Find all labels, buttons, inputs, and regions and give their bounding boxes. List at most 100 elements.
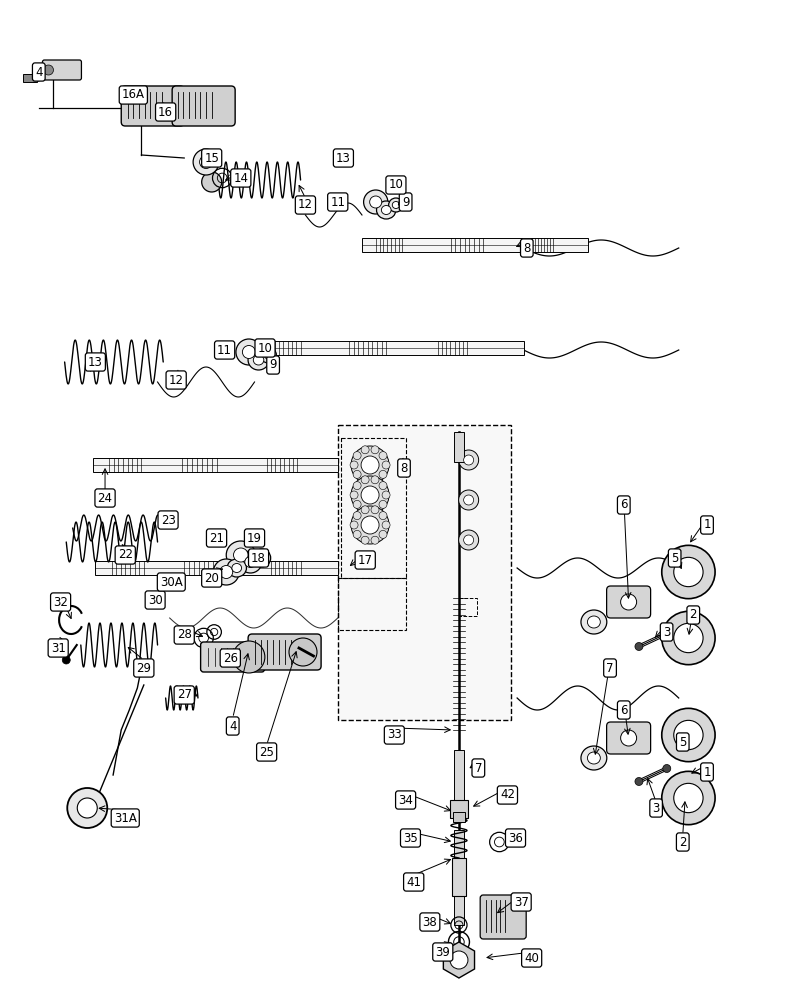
Circle shape: [371, 506, 379, 514]
Text: 38: 38: [423, 916, 437, 928]
Ellipse shape: [587, 616, 600, 628]
Circle shape: [382, 491, 390, 499]
Circle shape: [662, 771, 715, 825]
Ellipse shape: [264, 351, 272, 359]
Circle shape: [350, 461, 358, 469]
Ellipse shape: [364, 190, 388, 214]
Text: 15: 15: [204, 151, 219, 164]
Text: 9: 9: [269, 359, 277, 371]
Text: 5: 5: [679, 736, 687, 748]
Circle shape: [464, 535, 473, 545]
Text: 31: 31: [51, 642, 65, 654]
Ellipse shape: [226, 541, 255, 569]
Text: 7: 7: [606, 662, 614, 674]
Text: 6: 6: [620, 498, 628, 512]
Text: 30A: 30A: [160, 576, 183, 588]
Circle shape: [233, 641, 265, 673]
Circle shape: [351, 446, 389, 484]
FancyBboxPatch shape: [454, 895, 464, 925]
Circle shape: [459, 490, 478, 510]
Text: 16A: 16A: [122, 89, 145, 102]
Text: 3: 3: [663, 626, 671, 639]
Circle shape: [379, 470, 387, 478]
Circle shape: [353, 500, 361, 508]
FancyBboxPatch shape: [95, 561, 338, 575]
Text: 16: 16: [158, 105, 173, 118]
Ellipse shape: [581, 610, 607, 634]
Ellipse shape: [213, 559, 239, 585]
Text: 7: 7: [474, 762, 482, 774]
Circle shape: [351, 506, 389, 544]
Circle shape: [78, 798, 97, 818]
Text: 14: 14: [234, 172, 248, 184]
FancyBboxPatch shape: [607, 586, 650, 618]
Ellipse shape: [257, 554, 267, 562]
FancyBboxPatch shape: [362, 238, 588, 252]
Circle shape: [371, 536, 379, 544]
FancyBboxPatch shape: [452, 858, 466, 896]
Text: 13: 13: [88, 356, 103, 368]
Ellipse shape: [236, 339, 262, 365]
Text: 36: 36: [508, 832, 523, 844]
FancyBboxPatch shape: [23, 74, 36, 82]
Circle shape: [353, 470, 361, 478]
Circle shape: [353, 482, 361, 490]
Text: 11: 11: [330, 196, 345, 209]
Circle shape: [361, 506, 369, 514]
FancyBboxPatch shape: [255, 341, 524, 355]
Circle shape: [662, 545, 715, 599]
Text: 27: 27: [177, 688, 191, 702]
Text: 37: 37: [514, 896, 528, 908]
FancyBboxPatch shape: [172, 86, 235, 126]
Text: 34: 34: [398, 794, 413, 806]
Circle shape: [382, 521, 390, 529]
Ellipse shape: [254, 355, 263, 365]
Ellipse shape: [200, 155, 213, 168]
Ellipse shape: [248, 350, 269, 370]
Text: 24: 24: [98, 491, 112, 504]
Circle shape: [361, 456, 379, 474]
Circle shape: [361, 536, 369, 544]
Ellipse shape: [220, 566, 233, 578]
Circle shape: [353, 530, 361, 538]
Circle shape: [202, 172, 221, 192]
Circle shape: [674, 783, 703, 813]
Text: 11: 11: [217, 344, 232, 357]
Circle shape: [635, 642, 643, 650]
Text: 35: 35: [403, 832, 418, 844]
Text: 33: 33: [387, 728, 402, 742]
Circle shape: [353, 452, 361, 460]
Text: 19: 19: [247, 532, 262, 544]
FancyBboxPatch shape: [248, 634, 321, 670]
Text: 31A: 31A: [114, 812, 137, 824]
Text: 22: 22: [118, 548, 133, 562]
Ellipse shape: [234, 548, 248, 562]
Ellipse shape: [242, 346, 255, 359]
Ellipse shape: [253, 549, 271, 567]
Circle shape: [371, 446, 379, 454]
Text: 28: 28: [177, 629, 191, 642]
Circle shape: [289, 638, 317, 666]
Circle shape: [361, 516, 379, 534]
Text: 8: 8: [400, 462, 408, 475]
Circle shape: [674, 720, 703, 750]
Circle shape: [662, 708, 715, 762]
Text: 18: 18: [251, 552, 266, 564]
FancyBboxPatch shape: [338, 425, 511, 720]
Ellipse shape: [232, 564, 242, 572]
Ellipse shape: [370, 196, 382, 208]
FancyBboxPatch shape: [480, 895, 526, 939]
Circle shape: [371, 476, 379, 484]
FancyBboxPatch shape: [454, 432, 464, 462]
Circle shape: [371, 476, 379, 484]
Circle shape: [459, 450, 478, 470]
Text: 9: 9: [402, 196, 410, 209]
Circle shape: [353, 512, 361, 520]
FancyBboxPatch shape: [200, 642, 264, 672]
Ellipse shape: [381, 206, 391, 215]
Ellipse shape: [389, 198, 403, 212]
FancyBboxPatch shape: [607, 722, 650, 754]
Text: 2: 2: [679, 836, 687, 848]
Circle shape: [663, 630, 671, 638]
Circle shape: [361, 476, 369, 484]
